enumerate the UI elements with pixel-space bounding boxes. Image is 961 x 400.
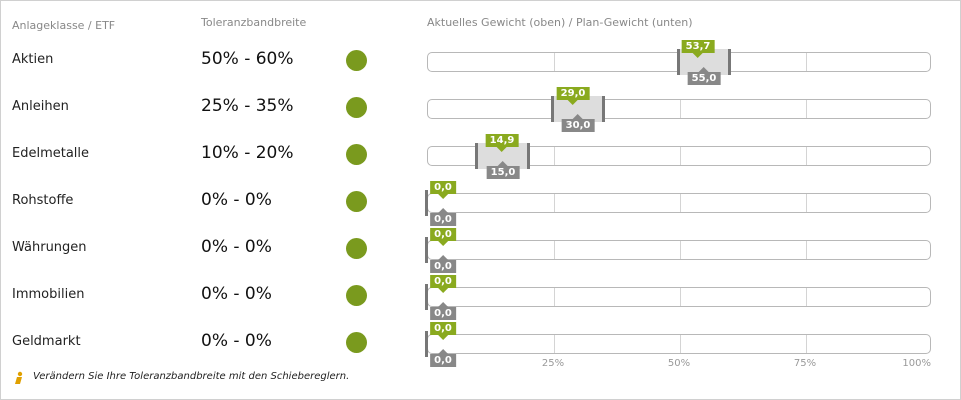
allocation-row: Geldmarkt 0% - 0% 0,0 0,0 bbox=[1, 322, 961, 375]
allocation-row: Rohstoffe 0% - 0% 0,0 0,0 bbox=[1, 181, 961, 234]
slider-overlay: 0,0 0,0 bbox=[425, 228, 931, 281]
gridline bbox=[806, 335, 807, 353]
slider-overlay: 53,7 55,0 bbox=[427, 40, 931, 93]
allocation-row: Edelmetalle 10% - 20% 14,9 15,0 bbox=[1, 134, 961, 187]
gridline bbox=[554, 335, 555, 353]
current-weight-label: 0,0 bbox=[430, 228, 456, 246]
tolerance-range: 0% - 0% bbox=[201, 237, 272, 257]
plan-weight-label[interactable]: 0,0 bbox=[430, 349, 456, 367]
asset-name: Aktien bbox=[12, 52, 54, 67]
plan-weight-label[interactable]: 55,0 bbox=[687, 67, 721, 85]
gridline bbox=[680, 100, 681, 118]
plan-weight-label[interactable]: 30,0 bbox=[561, 114, 595, 132]
status-indicator bbox=[346, 97, 367, 118]
weight-column-header: Aktuelles Gewicht (oben) / Plan-Gewicht … bbox=[427, 16, 693, 29]
gridline bbox=[806, 288, 807, 306]
allocation-row: Währungen 0% - 0% 0,0 0,0 bbox=[1, 228, 961, 281]
gridline bbox=[554, 288, 555, 306]
percent-axis: 25% 50% 75% 100% bbox=[427, 358, 931, 372]
asset-name: Währungen bbox=[12, 240, 87, 255]
current-weight-label: 53,7 bbox=[681, 40, 715, 58]
plan-weight-label[interactable]: 15,0 bbox=[486, 161, 520, 179]
allocation-row: Aktien 50% - 60% 53,7 55,0 bbox=[1, 40, 961, 93]
current-weight-label: 29,0 bbox=[556, 87, 590, 105]
tolerance-range: 0% - 0% bbox=[201, 190, 272, 210]
tolerance-band-handle[interactable] bbox=[425, 237, 429, 263]
tolerance-range: 50% - 60% bbox=[201, 49, 294, 69]
tolerance-band-handle[interactable] bbox=[425, 331, 429, 357]
current-weight-label: 0,0 bbox=[430, 181, 456, 199]
gridline bbox=[806, 53, 807, 71]
slider-overlay: 0,0 0,0 bbox=[425, 275, 931, 328]
gridline bbox=[680, 241, 681, 259]
status-indicator bbox=[346, 191, 367, 212]
gridline bbox=[554, 241, 555, 259]
tolerance-range: 10% - 20% bbox=[201, 143, 294, 163]
status-indicator bbox=[346, 332, 367, 353]
asset-name: Anleihen bbox=[12, 99, 69, 114]
current-weight-label: 0,0 bbox=[430, 275, 456, 293]
tolerance-column-header: Toleranzbandbreite bbox=[201, 16, 307, 29]
slider-overlay: 29,0 30,0 bbox=[427, 87, 931, 140]
gridline bbox=[680, 288, 681, 306]
asset-name: Geldmarkt bbox=[12, 334, 81, 349]
tolerance-range: 0% - 0% bbox=[201, 331, 272, 351]
gridline bbox=[680, 194, 681, 212]
status-indicator bbox=[346, 238, 367, 259]
plan-weight-label[interactable]: 0,0 bbox=[430, 302, 456, 320]
axis-tick-label: 100% bbox=[902, 358, 931, 369]
plan-weight-label[interactable]: 0,0 bbox=[430, 255, 456, 273]
gridline bbox=[806, 147, 807, 165]
gridline bbox=[806, 241, 807, 259]
gridline bbox=[806, 100, 807, 118]
asset-name: Immobilien bbox=[12, 287, 85, 302]
slider-overlay: 0,0 0,0 bbox=[425, 322, 931, 375]
slider-overlay: 0,0 0,0 bbox=[425, 181, 931, 234]
asset-name: Rohstoffe bbox=[12, 193, 74, 208]
gridline bbox=[554, 53, 555, 71]
gridline bbox=[554, 194, 555, 212]
weight-slider-track[interactable] bbox=[427, 287, 931, 307]
tolerance-range: 25% - 35% bbox=[201, 96, 294, 116]
tolerance-band-handle[interactable] bbox=[425, 284, 429, 310]
gridline bbox=[554, 147, 555, 165]
allocation-row: Immobilien 0% - 0% 0,0 0,0 bbox=[1, 275, 961, 328]
axis-tick-label: 50% bbox=[667, 358, 691, 369]
asset-name: Edelmetalle bbox=[12, 146, 90, 161]
tolerance-range: 0% - 0% bbox=[201, 284, 272, 304]
gridline bbox=[806, 194, 807, 212]
weight-slider-track[interactable] bbox=[427, 334, 931, 354]
status-indicator bbox=[346, 50, 367, 71]
footer-text: Verändern Sie Ihre Toleranzbandbreite mi… bbox=[33, 371, 350, 382]
status-indicator bbox=[346, 285, 367, 306]
slider-overlay: 14,9 15,0 bbox=[427, 134, 931, 187]
info-icon bbox=[15, 371, 23, 384]
gridline bbox=[680, 147, 681, 165]
current-weight-label: 14,9 bbox=[485, 134, 519, 152]
status-indicator bbox=[346, 144, 367, 165]
plan-weight-label[interactable]: 0,0 bbox=[430, 208, 456, 226]
asset-column-header: Anlageklasse / ETF bbox=[12, 19, 116, 32]
axis-tick-label: 75% bbox=[793, 358, 817, 369]
weight-slider-track[interactable] bbox=[427, 240, 931, 260]
current-weight-label: 0,0 bbox=[430, 322, 456, 340]
tolerance-band-handle[interactable] bbox=[425, 190, 429, 216]
allocation-row: Anleihen 25% - 35% 29,0 30,0 bbox=[1, 87, 961, 140]
axis-tick-label: 25% bbox=[541, 358, 565, 369]
gridline bbox=[680, 335, 681, 353]
weight-slider-track[interactable] bbox=[427, 146, 931, 166]
